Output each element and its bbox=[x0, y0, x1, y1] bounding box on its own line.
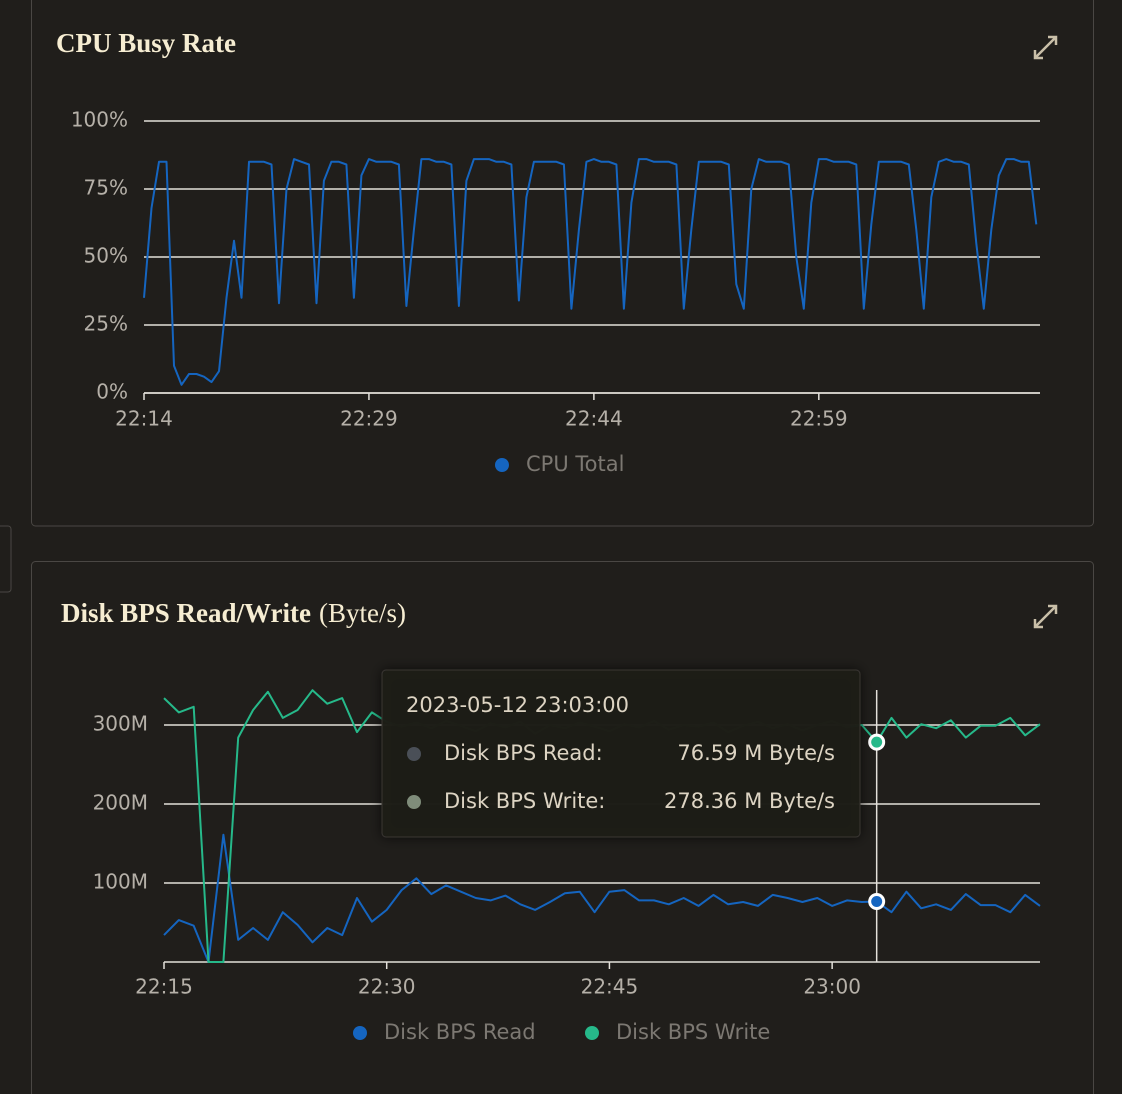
side-tab[interactable] bbox=[0, 525, 12, 593]
title-unit: (Byte/s) bbox=[319, 598, 406, 628]
y-tick-label: 300M bbox=[93, 712, 148, 736]
legend-label: CPU Total bbox=[526, 452, 624, 476]
y-tick-label: 75% bbox=[84, 176, 128, 200]
panel bbox=[31, 0, 1094, 527]
y-tick-label: 100M bbox=[93, 870, 148, 894]
y-tick-label: 100% bbox=[71, 108, 128, 132]
x-tick-label: 22:45 bbox=[581, 975, 639, 999]
tooltip-marker bbox=[407, 795, 421, 809]
x-tick-label: 22:14 bbox=[115, 407, 173, 431]
y-tick-label: 0% bbox=[96, 380, 128, 404]
data-line bbox=[163, 833, 1041, 963]
expand-icon[interactable] bbox=[1033, 604, 1058, 629]
legend-marker bbox=[353, 1026, 367, 1040]
legend-label: Disk BPS Read bbox=[384, 1020, 536, 1044]
y-tick-label: 200M bbox=[93, 791, 148, 815]
legend-marker bbox=[495, 458, 509, 472]
tooltip-marker bbox=[407, 747, 421, 761]
data-line bbox=[143, 158, 1038, 386]
tooltip-value: 278.36 M Byte/s bbox=[664, 789, 835, 813]
panel-title: CPU Busy Rate bbox=[56, 28, 236, 58]
legend-label: Disk BPS Write bbox=[616, 1020, 770, 1044]
x-tick-label: 22:30 bbox=[358, 975, 416, 999]
tooltip: 2023-05-12 23:03:00 Disk BPS Read: 76.59 M… bbox=[381, 669, 861, 838]
x-tick-label: 23:00 bbox=[803, 975, 861, 999]
tooltip-name: Disk BPS Read: bbox=[444, 741, 603, 765]
y-tick-label: 50% bbox=[84, 244, 128, 268]
panel-title: Disk BPS Read/Write (Byte/s) bbox=[61, 598, 406, 628]
expand-icon[interactable] bbox=[1033, 35, 1058, 60]
title-main: Disk BPS Read/Write bbox=[61, 598, 311, 628]
y-tick-label: 25% bbox=[84, 312, 128, 336]
tooltip-box bbox=[381, 669, 861, 838]
tooltip-value: 76.59 M Byte/s bbox=[677, 741, 835, 765]
tooltip-title: 2023-05-12 23:03:00 bbox=[406, 693, 629, 717]
x-tick-label: 22:59 bbox=[790, 407, 848, 431]
x-tick-label: 22:44 bbox=[565, 407, 623, 431]
tooltip-name: Disk BPS Write: bbox=[444, 789, 605, 813]
x-tick-label: 22:29 bbox=[340, 407, 398, 431]
hover-point bbox=[868, 733, 886, 751]
legend-marker bbox=[585, 1026, 599, 1040]
hover-point bbox=[868, 892, 886, 910]
x-tick-label: 22:15 bbox=[135, 975, 193, 999]
